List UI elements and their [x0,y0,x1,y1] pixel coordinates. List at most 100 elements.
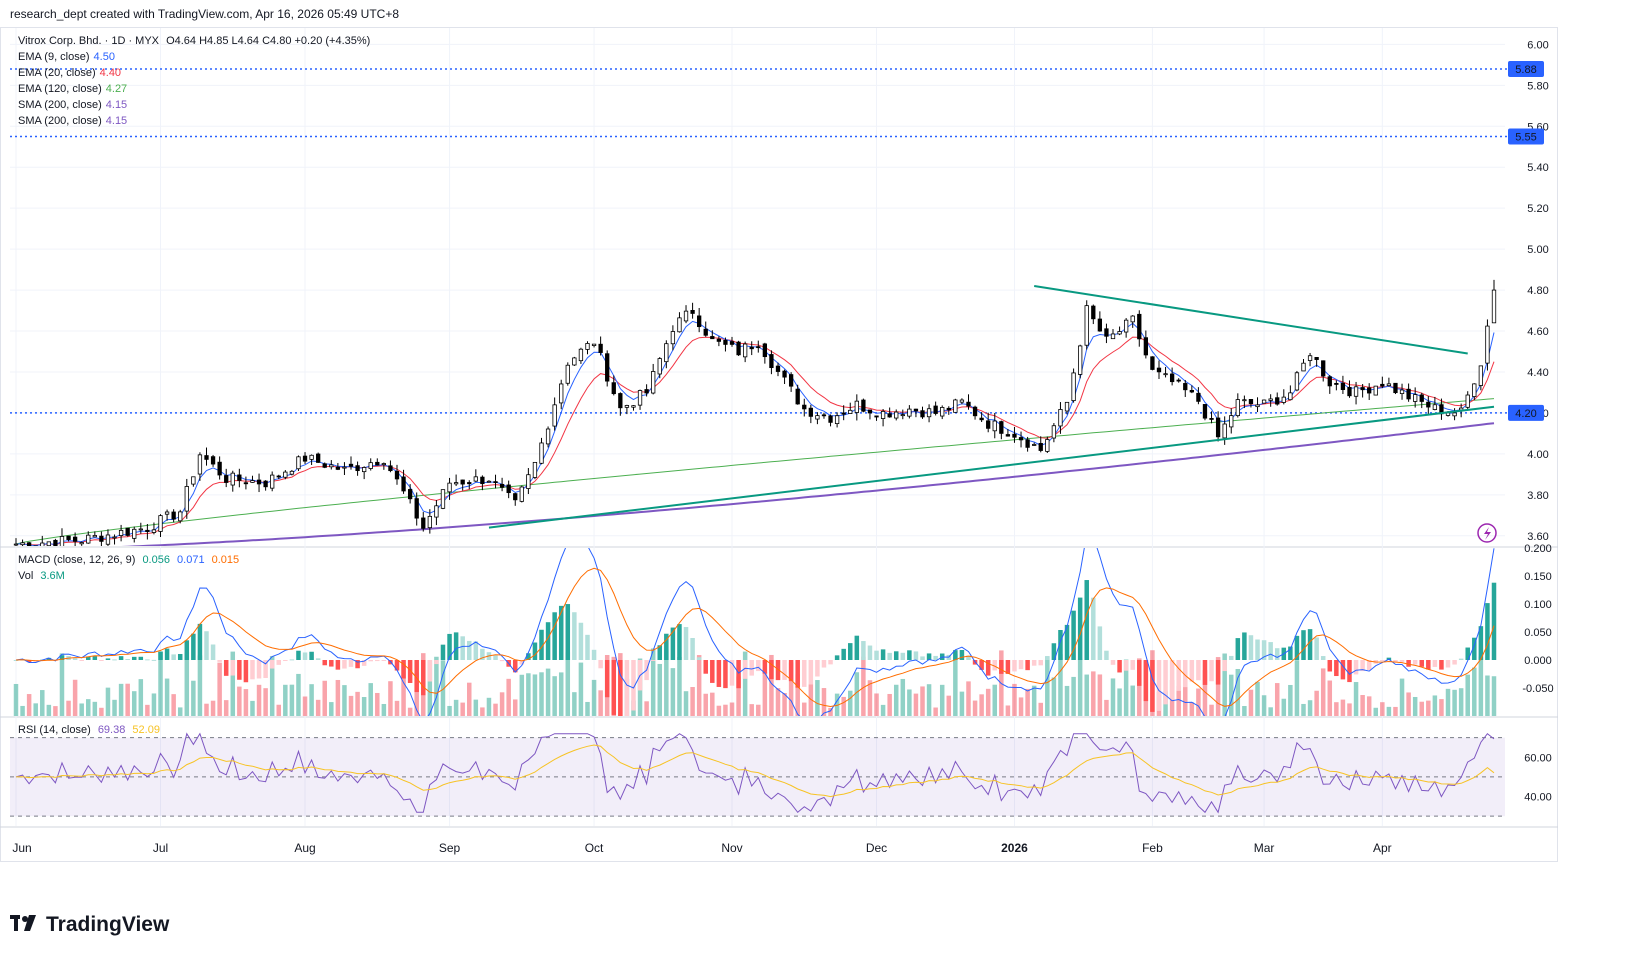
candle-up [86,534,91,544]
macd-histogram-bar [677,624,682,660]
volume-bar [946,695,952,716]
candle-down [1097,318,1103,332]
volume-bar [677,656,682,716]
legend-label: SMA (200, close) [18,99,102,111]
legend-value: 4.15 [105,115,128,127]
candle-up [434,505,439,518]
candle-down [263,480,268,488]
candle-down [348,463,354,467]
time-tick-label: 2026 [1001,841,1028,855]
candle-down [276,475,281,478]
volume-bar [1412,696,1418,716]
macd-histogram-bar [394,660,400,671]
legend-value: 4.40 [99,67,122,79]
candle-up [959,399,965,403]
macd-histogram-bar [828,660,833,665]
macd-histogram-bar [184,640,190,660]
macd-histogram-bar [145,659,150,661]
macd-histogram-bar [1189,660,1195,682]
macd-histogram-bar [920,656,925,660]
macd-histogram-bar [874,650,879,660]
volume-bar [99,707,104,716]
macd-histogram-bar [552,612,557,660]
volume-bar [1038,702,1043,716]
macd-histogram-bar [276,660,282,665]
volume-bar [710,692,715,716]
macd-histogram-bar [756,660,761,672]
legend-row-ema9[interactable]: EMA (9, close) 4.50 [18,49,370,65]
rsi-tick-label: 60.00 [1524,752,1552,764]
macd-histogram-bar [427,660,433,682]
candle-down [1215,417,1221,438]
candle-down [414,498,419,519]
macd-histogram-bar [1242,632,1247,660]
volume-bar [1366,696,1372,716]
macd-histogram-bar [329,660,334,667]
macd-histogram-bar [342,660,347,669]
candle-down [513,493,518,501]
candle-down [1156,367,1162,373]
candle-up [1432,404,1438,410]
volume-bar [86,699,91,716]
legend-row-sma200-b[interactable]: SMA (200, close) 4.15 [18,113,370,129]
macd-histogram-bar [1439,660,1444,670]
volume-bar [210,700,216,716]
volume-bar [1183,678,1188,716]
volume-bar [1058,654,1063,716]
macd-histogram-bar [821,660,827,668]
candle-up [1478,365,1484,386]
candle-up [1163,373,1168,376]
macd-histogram-bar [131,656,137,660]
volume-bar [1176,685,1181,716]
legend-row-ema120[interactable]: EMA (120, close) 4.27 [18,81,370,97]
volume-bar [388,681,393,716]
candle-up [539,442,544,464]
candle-up [46,541,51,546]
candle-down [210,456,216,465]
legend-row-sma200[interactable]: SMA (200, close) 4.15 [18,97,370,113]
candle-up [1229,415,1234,428]
macd-histogram-bar [966,655,971,660]
candle-down [1360,387,1365,391]
volume-bar [1031,685,1037,716]
candle-down [874,415,879,418]
candle-up [894,411,899,419]
macd-histogram-bar [926,653,932,660]
candle-down [66,535,71,540]
volume-bar [782,693,787,716]
candle-up [683,310,689,322]
macd-line-value: 0.071 [177,554,205,566]
candle-down [1275,397,1280,405]
rsi-legend[interactable]: RSI (14, close) 69.38 52.09 [18,722,160,738]
volume-bar [1077,658,1083,716]
tradingview-logo[interactable]: TradingView [10,913,169,937]
volume-bar [1071,676,1076,716]
candle-down [716,338,722,342]
macd-histogram-bar [1130,660,1135,670]
volume-bar [749,704,754,716]
rsi-tick-label: 40.00 [1524,792,1552,804]
candle-down [1380,383,1385,387]
macd-histogram-bar [1202,660,1208,685]
candle-down [605,353,610,382]
candle-up [381,463,387,466]
macd-histogram-bar [1288,646,1293,660]
symbol-label[interactable]: Vitrox Corp. Bhd. · 1D · MYX [18,35,160,47]
volume-bar [230,651,236,716]
volume-bar [1045,656,1050,716]
volume-bar [1025,688,1030,716]
alert-icon [1477,523,1497,543]
volume-bar [348,695,354,716]
macd-histogram-bar [322,660,327,666]
candle-down [467,482,472,485]
volume-bar [263,688,268,716]
legend-row-ema20[interactable]: EMA (20, close) 4.40 [18,65,370,81]
candle-up [637,390,643,406]
candle-down [1176,379,1181,382]
volume-bar [867,680,873,716]
volume-legend[interactable]: Vol 3.6M [18,568,65,584]
macd-legend[interactable]: MACD (close, 12, 26, 9) 0.056 0.071 0.01… [18,552,239,568]
candle-down [53,539,58,546]
candle-down [335,466,341,470]
